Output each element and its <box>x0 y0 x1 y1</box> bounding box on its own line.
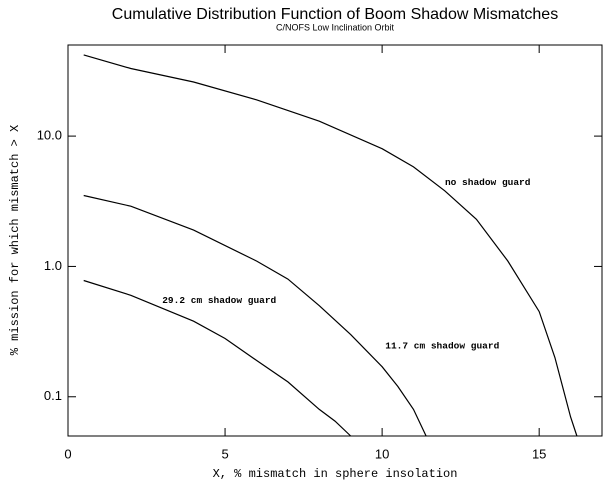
y-tick-label: 1.0 <box>44 258 62 273</box>
x-tick-label: 15 <box>532 446 546 461</box>
annotation: 29.2 cm shadow guard <box>162 295 276 306</box>
y-tick-label: 0.1 <box>44 388 62 403</box>
chart-title: Cumulative Distribution Function of Boom… <box>112 6 558 23</box>
x-axis-label: X, % mismatch in sphere insolation <box>213 467 458 481</box>
x-tick-label: 10 <box>375 446 389 461</box>
annotation: 11.7 cm shadow guard <box>385 341 499 352</box>
curve <box>83 54 578 437</box>
curve <box>83 279 352 437</box>
plot-frame <box>67 44 603 437</box>
y-tick-label: 10.0 <box>37 128 62 143</box>
annotation: no shadow guard <box>445 177 531 188</box>
x-tick-label: 5 <box>221 446 228 461</box>
x-tick-label: 0 <box>64 446 71 461</box>
curve <box>83 194 427 437</box>
chart-subtitle: C/NOFS Low Inclination Orbit <box>276 22 395 32</box>
y-axis-label: % mission for which mismatch > X <box>8 125 22 355</box>
